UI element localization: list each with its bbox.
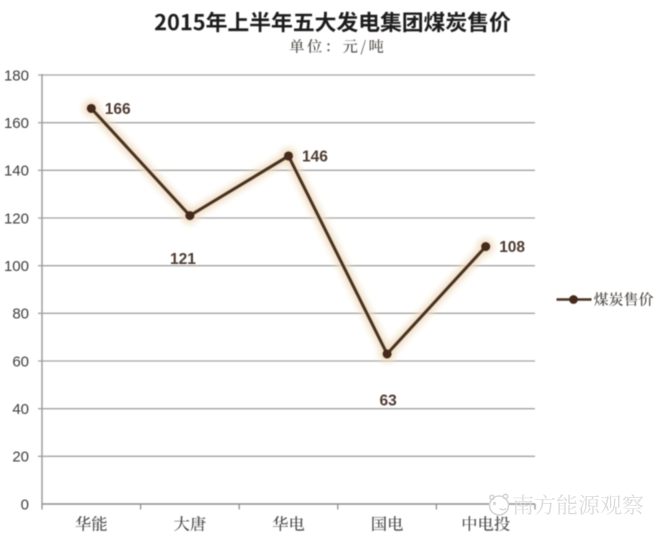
svg-text:80: 80 [12,306,29,323]
svg-text:40: 40 [12,401,29,418]
svg-text:20: 20 [12,449,29,466]
svg-text:0: 0 [21,496,29,513]
svg-text:120: 120 [4,210,29,227]
svg-text:146: 146 [302,149,328,166]
svg-text:100: 100 [4,258,29,275]
svg-text:140: 140 [4,163,29,180]
svg-text:180: 180 [4,67,29,84]
svg-text:108: 108 [499,239,525,256]
svg-text:60: 60 [12,353,29,370]
svg-text:160: 160 [4,115,29,132]
svg-text:63: 63 [379,392,397,409]
svg-text:166: 166 [105,101,131,118]
svg-text:121: 121 [170,251,196,268]
